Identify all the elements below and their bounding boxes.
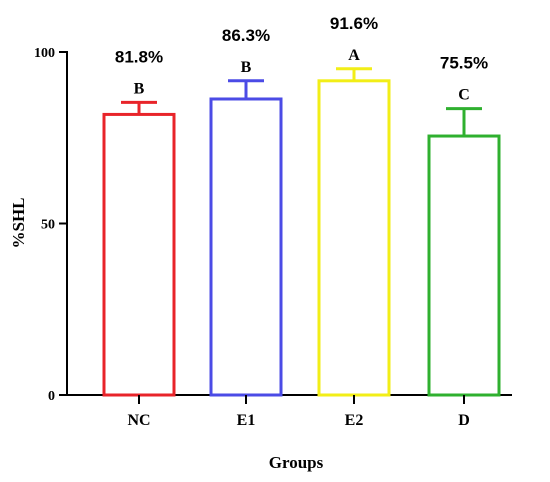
significance-letter-d: C	[458, 87, 470, 104]
value-label-e1: 86.3%	[222, 26, 270, 45]
bar-nc	[102, 112, 176, 397]
bar-d	[427, 134, 501, 397]
significance-letter-nc: B	[134, 80, 145, 97]
value-label-e2: 91.6%	[330, 14, 378, 33]
x-tick-label-d: D	[458, 412, 470, 429]
x-tick-label-e2: E2	[345, 412, 364, 429]
y-axis-title: %SHL	[9, 197, 28, 248]
x-tick-label-nc: NC	[127, 412, 150, 429]
x-axis-title: Groups	[269, 453, 324, 472]
value-label-d: 75.5%	[440, 54, 488, 73]
x-tick-label-e1: E1	[237, 412, 256, 429]
significance-letter-e1: B	[241, 59, 252, 76]
y-tick-label-100: 100	[34, 46, 55, 61]
y-tick-label-0: 0	[48, 389, 55, 404]
value-label-nc: 81.8%	[115, 47, 163, 66]
bars-group: B 81.8% NC B 86.3% E1 A 91.6% E2 C 75.5% D	[102, 14, 501, 429]
bar-e2	[317, 79, 391, 397]
y-tick-label-50: 50	[41, 218, 55, 233]
bar-e1	[209, 97, 283, 397]
significance-letter-e2: A	[348, 47, 360, 64]
